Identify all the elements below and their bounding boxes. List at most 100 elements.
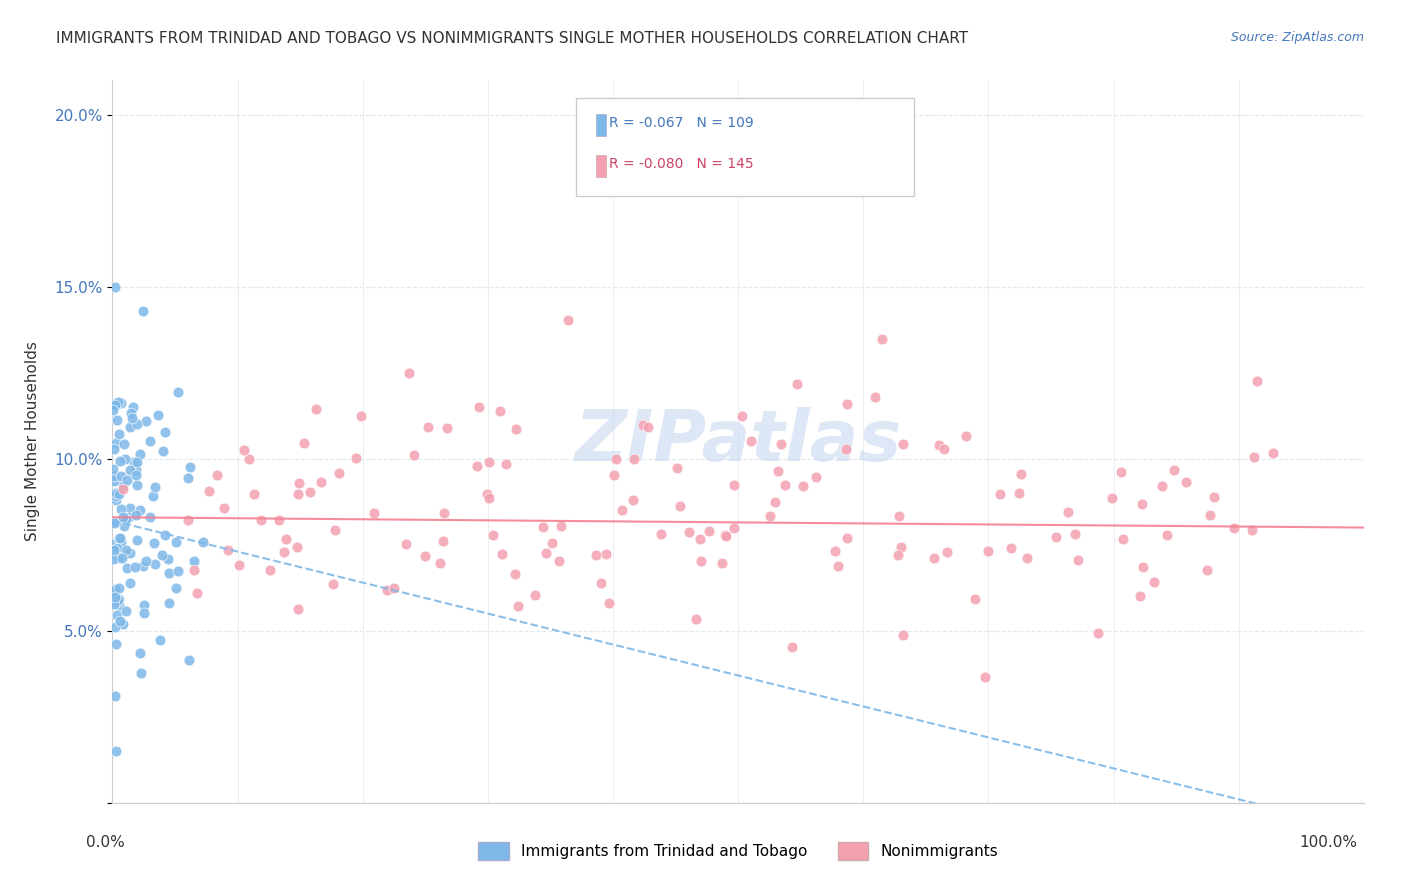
Point [108,531,131,545]
Point [323,524,346,538]
Point [110,469,132,483]
Point [402,449,425,463]
Point [1261,445,1284,459]
Point [105,608,128,623]
Point [770,437,793,451]
Point [111,550,134,565]
Point [129,447,152,461]
Point [1101,491,1123,506]
Text: R = -0.080   N = 145: R = -0.080 N = 145 [609,157,754,171]
Point [108,487,131,501]
Point [602,467,624,482]
Point [872,332,894,346]
Point [125,455,148,469]
Point [328,467,350,481]
Point [665,461,688,475]
Point [228,558,250,573]
Point [103,442,125,457]
Point [214,501,236,516]
Point [112,482,135,496]
Point [1243,450,1265,464]
Point [143,480,166,494]
Point [139,434,162,449]
Point [114,451,136,466]
Point [533,520,555,534]
Point [143,558,166,572]
Point [669,499,692,513]
Point [541,535,564,549]
Text: R = -0.067   N = 109: R = -0.067 N = 109 [609,116,754,130]
Point [786,376,808,391]
Point [103,461,125,475]
Point [1129,589,1152,603]
Point [716,528,738,542]
Point [110,535,132,549]
Point [101,537,124,551]
Point [398,366,420,380]
Point [633,418,655,433]
Point [395,537,418,551]
Point [101,403,124,417]
Point [478,454,501,468]
Point [114,437,136,451]
Point [1143,574,1166,589]
Point [344,450,367,465]
Point [120,406,142,420]
Point [142,536,165,550]
Point [104,493,127,508]
Point [103,552,125,566]
Point [547,554,569,568]
Point [101,583,124,598]
Point [413,549,436,564]
Point [697,524,720,539]
Point [108,550,131,565]
Point [305,401,328,416]
Point [110,396,132,410]
Point [105,413,128,427]
Point [112,509,135,524]
Point [118,419,141,434]
Point [508,599,530,614]
Point [157,552,180,566]
Point [135,414,157,428]
Point [132,304,155,318]
Point [105,594,128,608]
Point [685,612,707,626]
Point [193,535,215,549]
Point [132,606,155,620]
Point [804,470,827,484]
Point [104,620,127,634]
Point [965,591,987,606]
Point [766,464,789,478]
Point [429,556,451,570]
Point [115,474,138,488]
Point [108,614,131,628]
Point [122,401,145,415]
Text: 0.0%: 0.0% [86,836,125,850]
Point [299,484,322,499]
Point [103,469,125,483]
Point [118,546,141,560]
Point [104,398,127,412]
Point [505,421,527,435]
Point [523,588,546,602]
Point [824,544,846,558]
Point [274,532,297,546]
Point [1045,530,1067,544]
Point [689,532,711,546]
Point [259,563,281,577]
Point [322,577,344,591]
Point [377,582,399,597]
Point [780,640,803,654]
Point [740,434,762,448]
Point [165,581,187,595]
Point [481,528,503,542]
Point [104,590,127,604]
Point [107,395,129,409]
Point [108,453,131,467]
Point [124,559,146,574]
Point [108,531,131,545]
Point [478,491,501,506]
Point [1198,508,1220,522]
Point [382,581,405,595]
